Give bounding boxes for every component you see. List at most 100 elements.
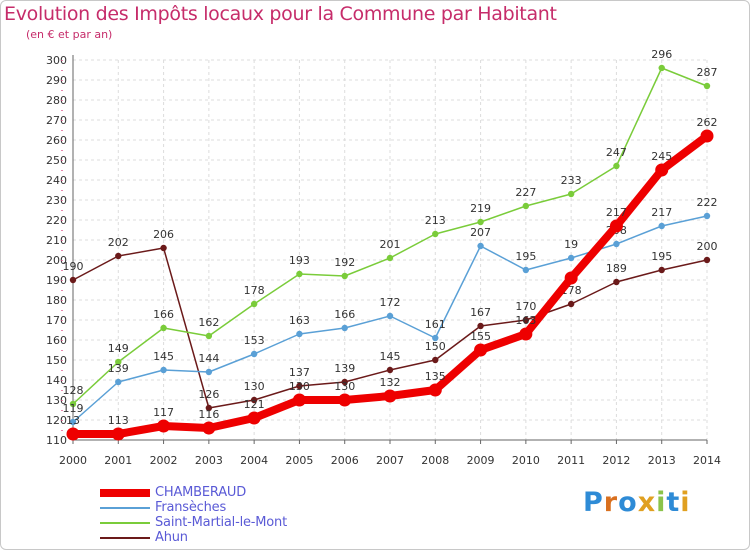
data-label-ahun-2010: 170 <box>515 300 536 313</box>
data-label-chamberaud-2004: 121 <box>244 398 265 411</box>
x-tick-label-2000: 2000 <box>59 454 87 467</box>
x-tick-label-2009: 2009 <box>467 454 495 467</box>
x-tick-label-2001: 2001 <box>104 454 132 467</box>
data-label-chamberaud-2008: 135 <box>425 370 446 383</box>
point-chamberaud-2009 <box>474 343 488 357</box>
point-ahun-2000 <box>69 276 77 284</box>
data-label-saint-martial-le-mont-2007: 201 <box>380 238 401 251</box>
legend-swatch-saint-martial <box>100 522 150 524</box>
data-label-frans-ches-2014: 222 <box>697 196 718 209</box>
point-frans-ches-2003 <box>205 368 213 376</box>
point-saint-martial-le-mont-2010 <box>522 202 530 210</box>
point-frans-ches-2002 <box>160 366 167 374</box>
point-saint-martial-le-mont-2014 <box>703 82 711 90</box>
point-ahun-2010 <box>522 316 530 324</box>
point-ahun-2012 <box>613 278 620 286</box>
point-ahun-2003 <box>205 404 213 412</box>
point-saint-martial-le-mont-2012 <box>613 162 620 170</box>
data-label-saint-martial-le-mont-2014: 287 <box>697 66 718 79</box>
data-label-chamberaud-2000: 13 <box>66 414 80 427</box>
x-tick-label-2011: 2011 <box>557 454 585 467</box>
point-saint-martial-le-mont-2006 <box>341 272 348 280</box>
data-label-chamberaud-2007: 132 <box>380 376 401 389</box>
data-label-chamberaud-2002: 117 <box>153 406 174 419</box>
point-frans-ches-2006 <box>341 324 348 332</box>
point-ahun-2014 <box>703 256 711 264</box>
point-saint-martial-le-mont-2009 <box>477 218 484 226</box>
point-frans-ches-2001 <box>115 378 122 386</box>
y-tick-label-300: 300 <box>46 54 67 67</box>
legend-swatch-fransecheshes <box>100 507 150 509</box>
legend-label-ahun: Ahun <box>155 530 188 545</box>
data-label-frans-ches-2004: 153 <box>244 334 265 347</box>
data-label-frans-ches-2003: 144 <box>198 352 219 365</box>
point-chamberaud-2008 <box>428 383 442 397</box>
point-ahun-2005 <box>296 382 303 390</box>
point-chamberaud-2002 <box>157 419 171 433</box>
x-tick-label-2003: 2003 <box>195 454 223 467</box>
legend-swatch-ahun <box>100 537 150 539</box>
data-label-ahun-2004: 130 <box>244 380 265 393</box>
data-label-saint-martial-le-mont-2004: 178 <box>244 284 265 297</box>
point-ahun-2001 <box>115 252 122 260</box>
x-tick-label-2014: 2014 <box>693 454 721 467</box>
point-frans-ches-2008 <box>432 334 439 342</box>
data-label-chamberaud-2010: 163 <box>515 314 536 327</box>
data-label-ahun-2000: 190 <box>63 260 84 273</box>
y-tick-label-130: 130 <box>46 394 67 407</box>
x-tick-label-2008: 2008 <box>421 454 449 467</box>
data-label-frans-ches-2011: 19 <box>564 238 578 251</box>
data-label-ahun-2007: 145 <box>380 350 401 363</box>
data-label-ahun-2012: 189 <box>606 262 627 275</box>
data-label-saint-martial-le-mont-2002: 166 <box>153 308 174 321</box>
point-saint-martial-le-mont-2000 <box>69 400 77 408</box>
data-label-frans-ches-2006: 166 <box>334 308 355 321</box>
y-tick-label-200: 200 <box>46 254 67 267</box>
x-tick-label-2004: 2004 <box>240 454 268 467</box>
x-tick-label-2006: 2006 <box>331 454 359 467</box>
point-frans-ches-2004 <box>250 350 258 358</box>
data-label-frans-ches-2005: 163 <box>289 314 310 327</box>
point-saint-martial-le-mont-2003 <box>205 332 213 340</box>
data-label-ahun-2006: 139 <box>334 362 355 375</box>
point-chamberaud-2012 <box>609 219 623 233</box>
point-saint-martial-le-mont-2011 <box>567 190 575 198</box>
y-tick-label-160: 160 <box>46 334 67 347</box>
data-label-saint-martial-le-mont-2010: 227 <box>515 186 536 199</box>
data-label-frans-ches-2009: 207 <box>470 226 491 239</box>
point-ahun-2006 <box>341 378 348 386</box>
y-tick-label-120: 120 <box>46 414 67 427</box>
data-label-frans-ches-2007: 172 <box>380 296 401 309</box>
point-frans-ches-2013 <box>658 222 665 230</box>
data-label-frans-ches-2008: 161 <box>425 318 446 331</box>
data-label-chamberaud-2013: 245 <box>651 150 672 163</box>
y-tick-label-230: 230 <box>46 194 67 207</box>
y-tick-label-260: 260 <box>46 134 67 147</box>
point-ahun-2007 <box>386 366 394 374</box>
y-tick-label-240: 240 <box>46 174 67 187</box>
data-label-saint-martial-le-mont-2005: 193 <box>289 254 310 267</box>
point-ahun-2002 <box>160 244 167 252</box>
legend-label-fransecheshes: Fransèches <box>155 500 227 515</box>
data-label-ahun-2002: 206 <box>153 228 174 241</box>
point-frans-ches-2005 <box>296 330 303 338</box>
point-saint-martial-le-mont-2005 <box>296 270 303 278</box>
point-chamberaud-2010 <box>519 327 533 341</box>
y-tick-label-290: 290 <box>46 74 67 87</box>
data-label-chamberaud-2014: 262 <box>697 116 718 129</box>
data-label-chamberaud-2012: 217 <box>606 206 627 219</box>
data-label-saint-martial-le-mont-2008: 213 <box>425 214 446 227</box>
data-label-saint-martial-le-mont-2006: 192 <box>334 256 355 269</box>
x-tick-label-2012: 2012 <box>602 454 630 467</box>
point-frans-ches-2007 <box>386 312 394 320</box>
data-label-ahun-2001: 202 <box>108 236 129 249</box>
x-tick-label-2013: 2013 <box>648 454 676 467</box>
y-tick-label-140: 140 <box>46 374 67 387</box>
data-label-chamberaud-2005: 130 <box>289 380 310 393</box>
data-label-chamberaud-2001: 113 <box>108 414 129 427</box>
data-label-ahun-2003: 126 <box>198 388 219 401</box>
data-label-chamberaud-2009: 155 <box>470 330 491 343</box>
data-label-saint-martial-le-mont-2000: 128 <box>63 384 84 397</box>
x-tick-label-2005: 2005 <box>285 454 313 467</box>
proxiti-logo: Proxiti <box>583 487 691 518</box>
